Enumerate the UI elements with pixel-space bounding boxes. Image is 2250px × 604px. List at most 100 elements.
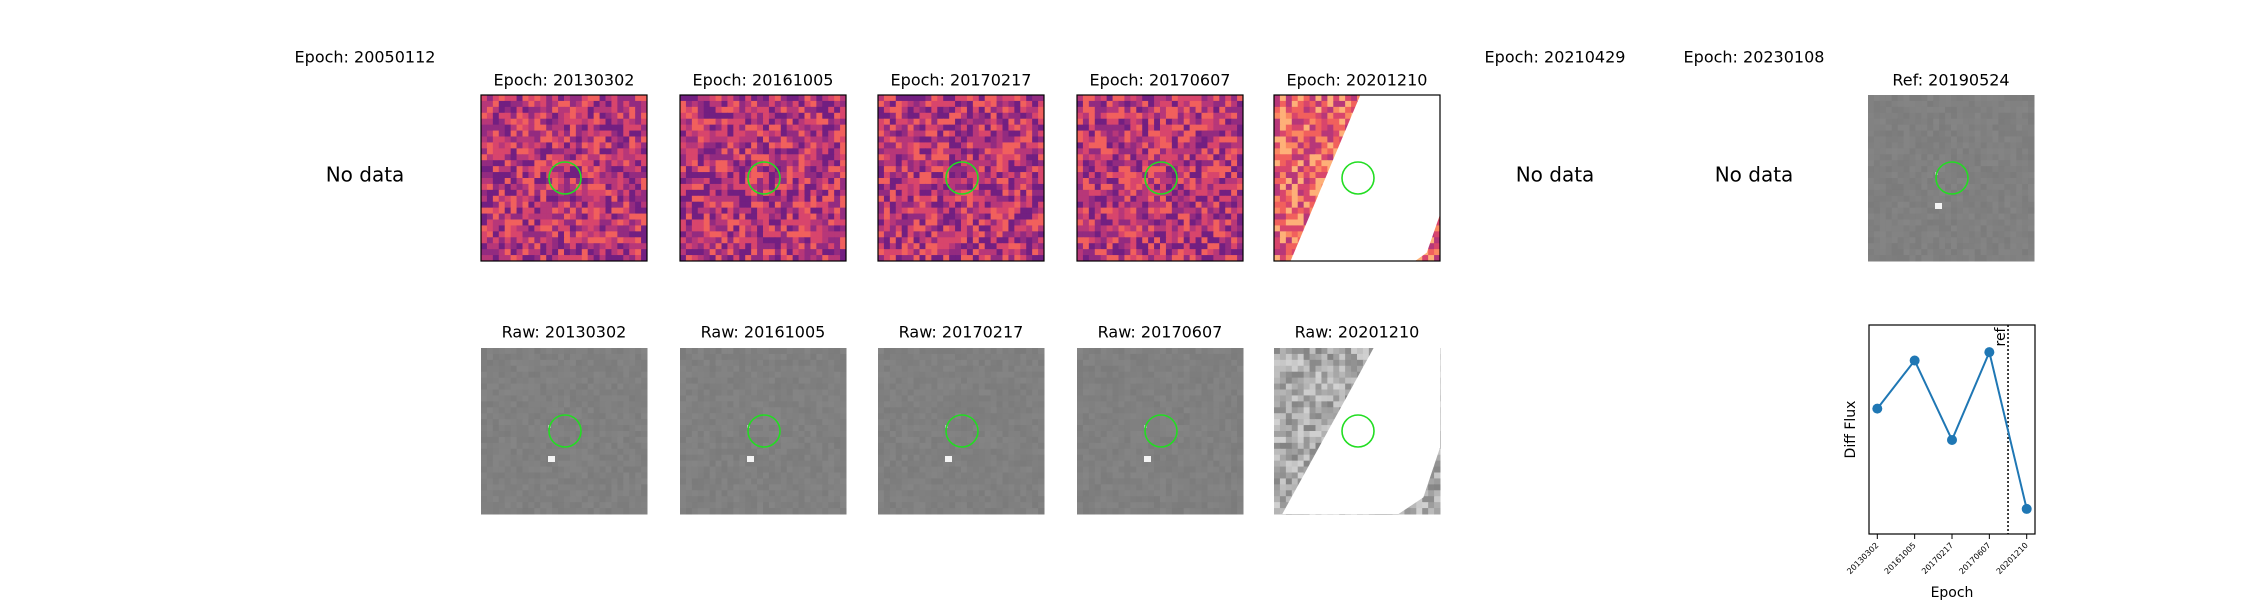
pixel [486,365,494,373]
pixel [564,383,571,390]
pixel [780,207,788,215]
pixel [1986,225,1993,232]
pixel [575,213,583,220]
pixel [486,154,494,161]
pixel [931,255,938,262]
pixel [937,189,944,197]
pixel [1303,148,1311,155]
pixel [990,124,998,132]
pixel [709,225,717,232]
pixel [763,118,770,126]
pixel [2004,112,2011,120]
pixel [635,237,642,244]
pixel [680,142,687,149]
pixel [587,359,595,367]
pixel [1986,201,1993,209]
pixel [703,100,711,108]
pixel [955,136,962,143]
pixel [978,219,986,226]
pixel [1124,183,1131,191]
pixel [978,95,986,102]
pixel [1136,100,1143,108]
pixel [564,172,571,179]
pixel [1998,183,2005,191]
pixel [691,130,699,137]
pixel [685,160,693,167]
pixel [611,148,618,155]
pixel [587,142,595,149]
pixel [1279,95,1287,102]
pixel [990,189,998,197]
pixel [907,249,915,256]
pixel [1891,124,1899,132]
pixel [617,142,624,149]
pixel [955,183,962,191]
pixel [996,207,1003,215]
target-circle [747,161,781,195]
pixel [1868,154,1875,161]
pixel [2004,249,2011,256]
pixel [1124,207,1131,215]
pixel [641,124,648,132]
pixel [931,201,938,209]
pixel [1002,189,1009,197]
pixel [552,95,559,102]
pixel [1897,219,1905,226]
pixel [1945,213,1952,220]
pixel [768,231,776,238]
pixel [599,100,606,108]
pixel [1868,178,1875,185]
pixel [1201,189,1208,197]
pixel [1100,124,1108,132]
pixel [1082,183,1090,191]
pixel [1237,95,1244,102]
pixel [1189,237,1197,244]
pixel [972,207,980,215]
pixel [955,124,962,132]
pixel [828,213,835,220]
panel-title: Epoch: 20210429 [1485,48,1626,67]
pixel [1032,95,1039,102]
pixel [492,249,500,256]
pixel [1038,178,1045,185]
pixel [1183,112,1191,120]
pixel [828,166,835,173]
pixel [641,243,648,250]
pixel [1231,154,1238,161]
pixel [768,154,776,161]
pixel [949,112,956,120]
pixel [1148,219,1155,226]
pixel [798,255,805,262]
pixel [883,213,891,220]
pixel [1285,213,1293,220]
pixel [709,207,717,215]
pixel [558,225,565,232]
pixel [966,124,974,132]
pixel [1154,207,1161,215]
pixel [1945,166,1952,173]
pixel [635,136,642,143]
pixel [1014,148,1021,155]
pixel [1077,154,1084,161]
pixel [2028,95,2035,102]
pixel [709,178,717,185]
pixel [1219,249,1226,256]
pixel [798,207,805,215]
pixel [1309,118,1316,126]
pixel [1207,160,1214,167]
pixel [949,195,956,203]
pixel [1118,160,1125,167]
pixel [1951,237,1958,244]
pixel [1130,213,1137,220]
pixel [1315,95,1322,102]
pixel [635,100,642,108]
pixel [1274,136,1281,143]
pixel [1237,213,1244,220]
pixel [840,183,847,191]
pixel [774,237,782,244]
pixel [1986,243,1993,250]
pixel [703,106,711,114]
pixel [1992,237,1999,244]
pixel [564,365,571,373]
pixel [569,95,577,102]
